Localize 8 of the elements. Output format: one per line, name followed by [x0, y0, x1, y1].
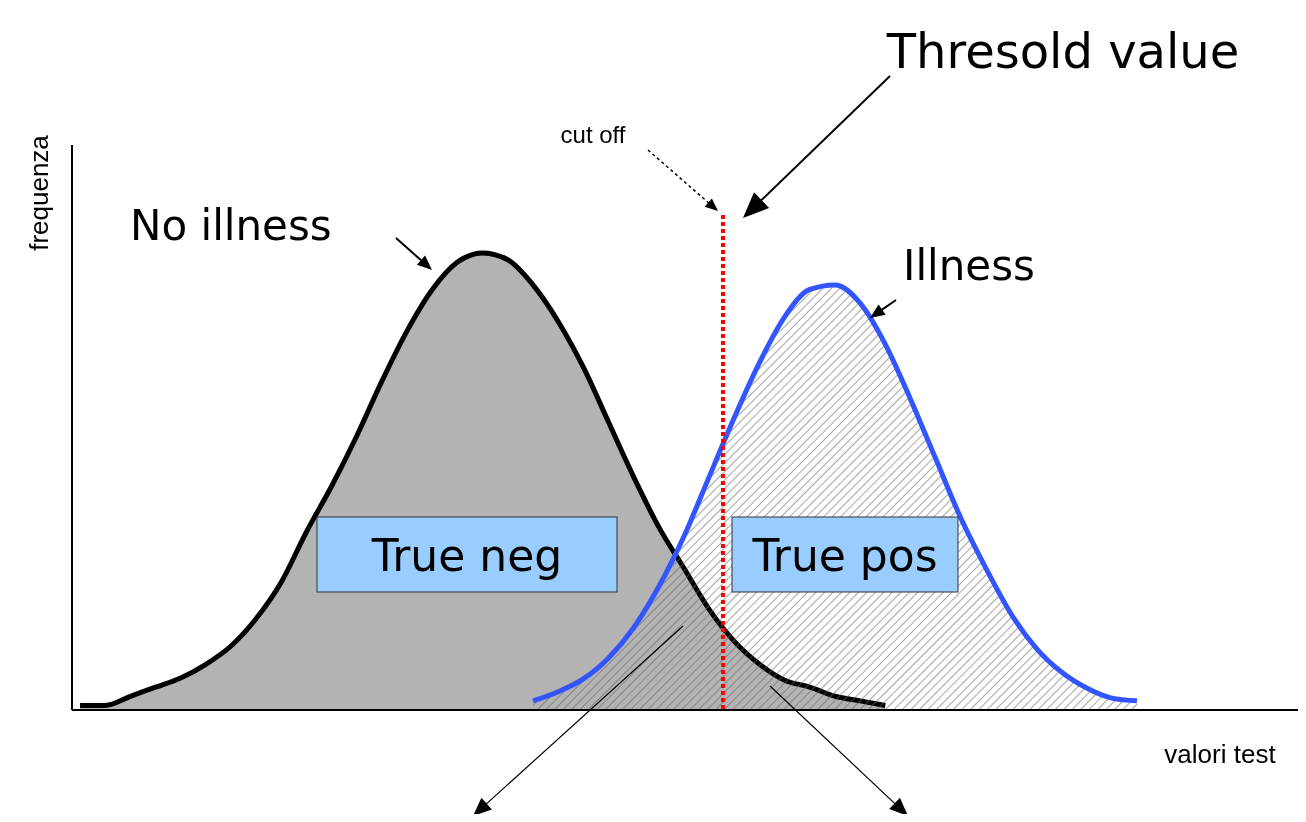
x-axis-title: valori test	[1164, 739, 1277, 769]
annotation: True neg	[370, 529, 563, 581]
y-axis-title: frequenza	[24, 134, 54, 251]
series-label: Illness	[903, 241, 1035, 290]
legend-label: No illness	[130, 201, 332, 250]
text: Thresold value	[885, 23, 1240, 79]
text: cut off	[560, 121, 626, 148]
annotation: True pos	[751, 529, 938, 581]
